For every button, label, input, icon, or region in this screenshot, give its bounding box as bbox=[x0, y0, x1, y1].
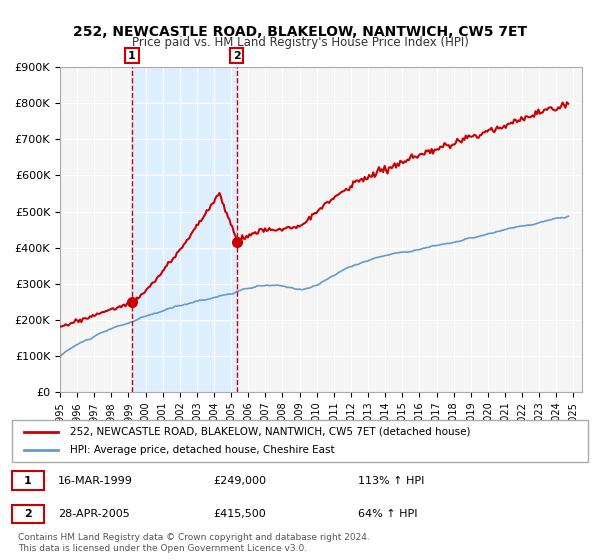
Text: 1: 1 bbox=[128, 51, 136, 60]
Text: Price paid vs. HM Land Registry's House Price Index (HPI): Price paid vs. HM Land Registry's House … bbox=[131, 36, 469, 49]
Text: 252, NEWCASTLE ROAD, BLAKELOW, NANTWICH, CW5 7ET: 252, NEWCASTLE ROAD, BLAKELOW, NANTWICH,… bbox=[73, 25, 527, 39]
FancyBboxPatch shape bbox=[12, 420, 588, 462]
Text: Contains HM Land Registry data © Crown copyright and database right 2024.
This d: Contains HM Land Registry data © Crown c… bbox=[18, 533, 370, 553]
Text: 16-MAR-1999: 16-MAR-1999 bbox=[58, 475, 133, 486]
Text: 2: 2 bbox=[23, 509, 31, 519]
Bar bbox=[132, 67, 237, 392]
Text: 64% ↑ HPI: 64% ↑ HPI bbox=[358, 509, 417, 519]
Text: 252, NEWCASTLE ROAD, BLAKELOW, NANTWICH, CW5 7ET (detached house): 252, NEWCASTLE ROAD, BLAKELOW, NANTWICH,… bbox=[70, 427, 470, 437]
FancyBboxPatch shape bbox=[12, 505, 44, 524]
Text: 28-APR-2005: 28-APR-2005 bbox=[58, 509, 130, 519]
Text: £415,500: £415,500 bbox=[214, 509, 266, 519]
Text: HPI: Average price, detached house, Cheshire East: HPI: Average price, detached house, Ches… bbox=[70, 445, 334, 455]
Text: 1: 1 bbox=[23, 475, 31, 486]
Text: 113% ↑ HPI: 113% ↑ HPI bbox=[358, 475, 424, 486]
Text: 2: 2 bbox=[233, 51, 241, 60]
FancyBboxPatch shape bbox=[12, 471, 44, 490]
Text: £249,000: £249,000 bbox=[214, 475, 266, 486]
